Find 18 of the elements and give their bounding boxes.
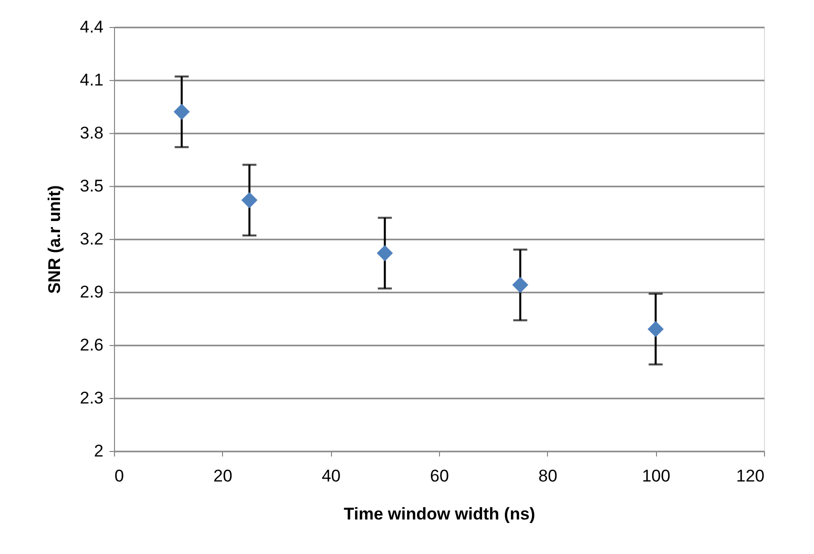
y-axis-title: SNR (a.r unit) bbox=[44, 185, 64, 294]
x-tick-label: 20 bbox=[213, 466, 232, 486]
y-tick-label: 2.3 bbox=[80, 388, 104, 408]
x-tick-label: 40 bbox=[322, 466, 341, 486]
x-tick-label: 60 bbox=[430, 466, 449, 486]
x-tick-label: 80 bbox=[538, 466, 558, 486]
y-tick-label: 3.2 bbox=[80, 230, 104, 248]
y-tick-label: 2.6 bbox=[80, 336, 104, 354]
x-tick-label: 120 bbox=[736, 466, 764, 486]
x-tick-label: 100 bbox=[642, 466, 670, 486]
y-tick-label: 3.8 bbox=[80, 124, 104, 142]
y-tick-label: 4.1 bbox=[80, 70, 104, 90]
y-tick-label: 3.5 bbox=[80, 176, 104, 196]
y-tick-label: 4.4 bbox=[80, 18, 104, 36]
x-axis-title: Time window width (ns) bbox=[344, 504, 536, 524]
y-tick-label: 2.9 bbox=[80, 282, 104, 302]
y-tick-label: 2 bbox=[94, 442, 104, 460]
x-tick-label: 0 bbox=[114, 466, 124, 486]
